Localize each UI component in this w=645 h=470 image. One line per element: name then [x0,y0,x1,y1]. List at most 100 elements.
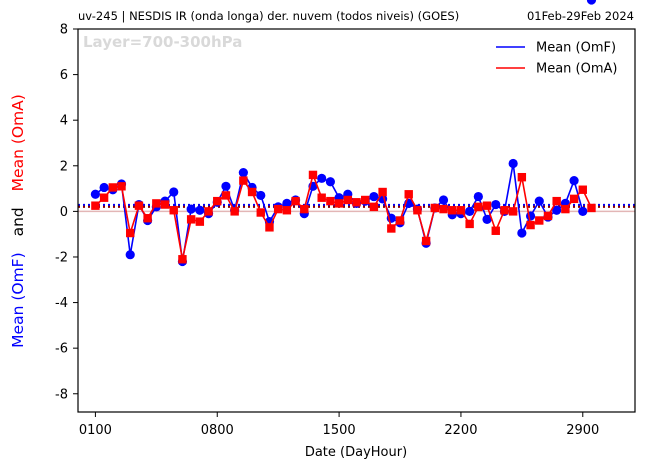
oma-point [387,224,396,233]
oma-point [108,183,118,192]
oma-point [213,196,222,206]
oma-point [256,208,265,217]
omf-point [186,204,196,214]
y-tick-label: 6 [60,68,68,83]
y-tick-label: -2 [55,250,68,265]
oma-point [117,182,126,191]
omf-point [517,228,527,238]
oma-point [378,187,387,197]
oma-point [361,195,370,205]
oma-point [552,196,561,206]
omf-point [325,177,335,187]
oma-point [152,199,161,208]
omf-point [508,158,518,169]
chart-title-left: uv-245 | NESDIS IR (onda longa) der. nuv… [78,9,459,23]
omf-point [586,0,597,5]
omf-point [169,187,179,197]
oma-point [291,196,300,206]
omf-point [552,205,562,215]
oma-point [439,204,448,214]
omf-point [282,198,292,209]
oma-point [543,211,553,221]
oma-point [230,207,239,216]
omf-point [90,189,101,199]
oma-point [482,201,492,210]
oma-series-line [94,172,593,260]
x-tick-label: 2900 [566,423,599,438]
x-tick-label: 0100 [79,423,112,438]
omf-point [256,190,266,201]
oma-point [491,226,500,235]
y-axis-label: Mean (OmF) and Mean (OmA) [9,94,27,348]
oma-point [126,228,135,238]
oma-point [326,196,335,206]
x-tick-label: 2200 [444,423,477,438]
oma-point [430,203,440,213]
omf-point [125,250,135,260]
oma-point [448,206,457,215]
oma-point [395,216,405,225]
oma-point [587,203,596,213]
omf-point [534,196,544,206]
oma-point [273,204,283,214]
oma-point [134,201,144,210]
svg-text:Mean (OmF) and Mea: Mean (OmF) and Mean (OmA) [9,94,27,348]
oma-point [474,202,483,212]
oma-point [99,193,109,202]
oma-point [352,198,361,207]
oma-point [526,220,535,230]
omf-point [491,199,501,210]
oma-point [247,187,257,197]
oma-point [143,214,152,223]
oma-point [300,204,309,214]
y-label-oma: Mean (OmA) [9,94,27,191]
chart-title-right: 01Feb-29Feb 2024 [527,9,634,23]
oma-point [178,255,187,264]
y-label-omf: Mean (OmF) [9,252,27,347]
oma-point [404,190,413,199]
oma-point [561,204,570,214]
legend-omf-label: Mean (OmF) [536,41,616,56]
y-tick-label: -6 [55,342,68,357]
plot-frame [77,28,636,413]
oma-point [221,191,231,200]
oma-point [204,207,213,216]
oma-point [334,199,344,208]
omf-point [221,181,231,191]
omf-point [578,206,588,216]
oma-point [308,170,318,180]
omf-point [473,191,483,202]
y-tick-label: 4 [60,114,68,129]
oma-point [569,194,579,204]
layer-label: Layer=700-300hPa [83,33,242,51]
x-axis-label: Date (DayHour) [305,445,407,460]
omf-point [569,176,579,186]
omf-point [317,173,327,183]
oma-point [186,215,196,224]
oma-point [239,176,248,185]
omf-point [525,211,536,221]
omf-point [369,191,379,202]
oma-point [517,172,527,182]
y-tick-label: 2 [60,159,68,174]
omf-point [465,206,475,216]
oma-point [535,216,544,225]
oma-point [343,195,352,205]
oma-point [465,219,474,229]
omf-point [438,195,449,205]
y-tick-label: -4 [55,296,68,311]
oma-point [282,206,292,215]
omf-point [238,168,248,178]
oma-point [369,202,379,212]
y-label-and: and [9,207,27,236]
y-tick-label: 0 [60,205,68,220]
x-tick-label: 0800 [201,423,234,438]
oma-point [160,200,170,209]
oma-point [317,193,326,202]
legend: Mean (OmF) Mean (OmA) [496,41,618,77]
x-tick-label: 1500 [323,423,356,438]
oma-point [508,207,518,216]
oma-point [265,223,274,232]
oma-point [169,206,178,215]
